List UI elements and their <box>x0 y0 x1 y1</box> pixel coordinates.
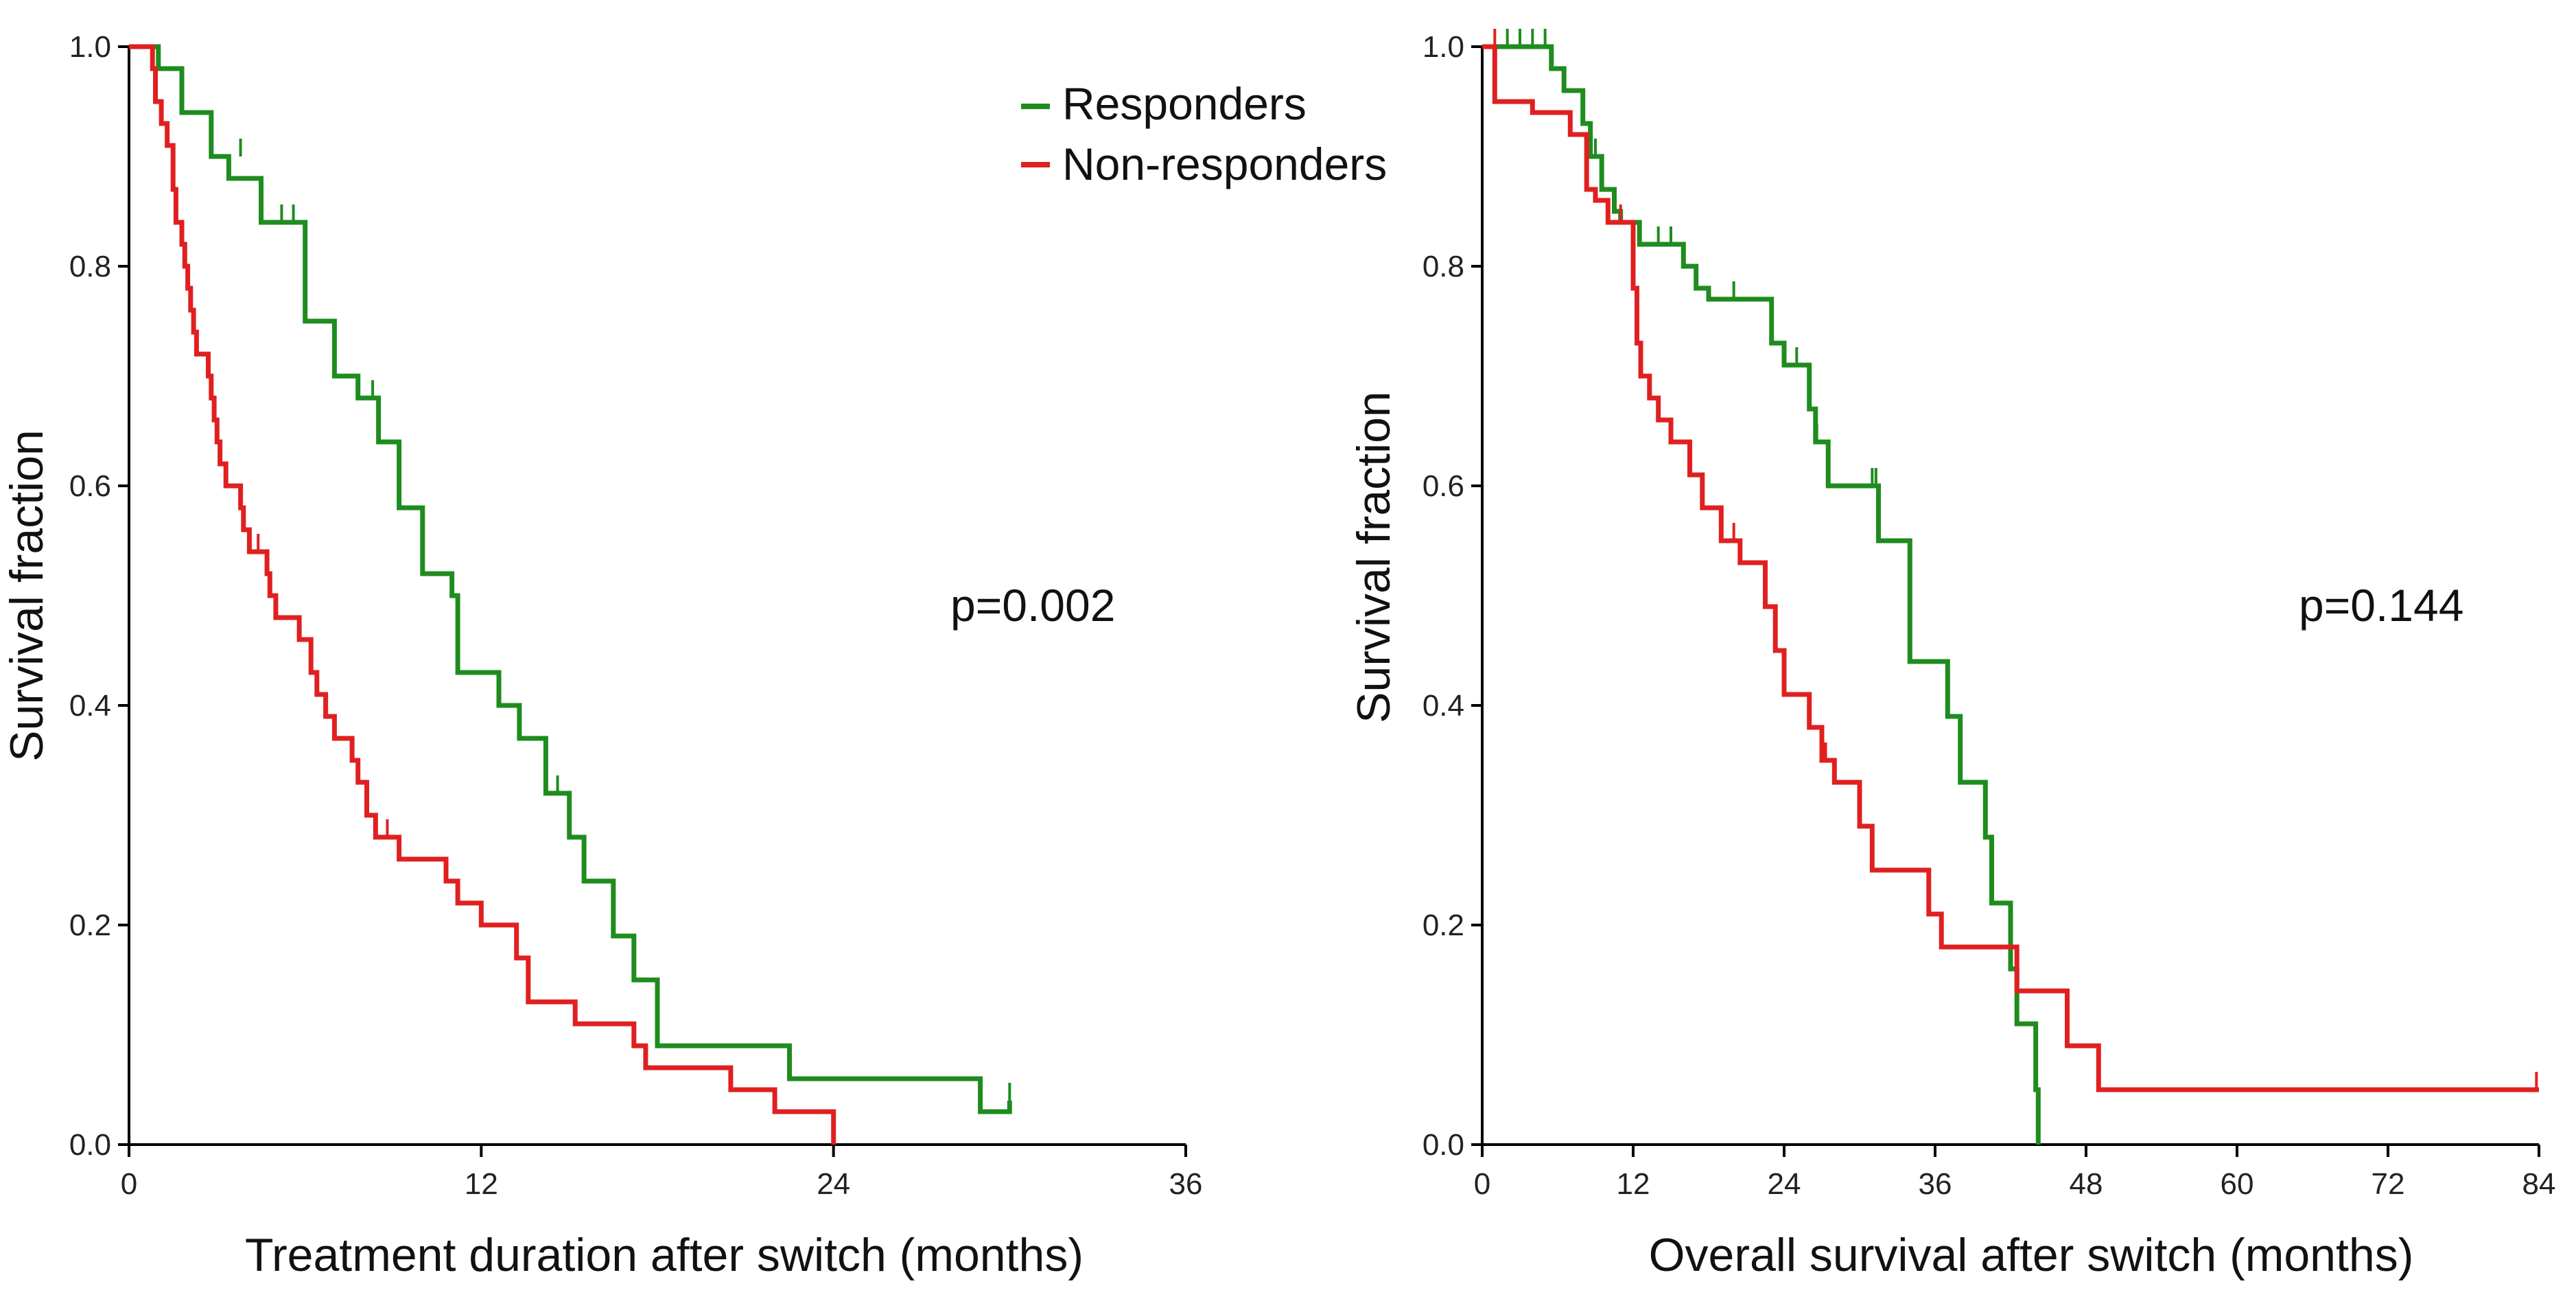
x-tick-label: 48 <box>2070 1167 2103 1201</box>
curve-non-responders <box>1482 44 2539 1092</box>
x-tick-label: 24 <box>1768 1167 1801 1201</box>
y-tick-label: 0.4 <box>1422 689 1464 723</box>
y-tick-label: 0.2 <box>1422 909 1464 942</box>
x-tick-label: 60 <box>2221 1167 2254 1201</box>
y-tick-label: 0.2 <box>69 909 111 942</box>
y-tick-label: 0.0 <box>1422 1128 1464 1162</box>
x-tick-label: 12 <box>465 1167 498 1201</box>
y-tick-label: 0.8 <box>1422 250 1464 283</box>
p-value-annotation: p=0.002 <box>950 580 1115 631</box>
y-axis-label: Survival fraction <box>1 430 53 762</box>
p-value-annotation: p=0.144 <box>2299 580 2463 631</box>
curve-responders <box>129 44 1012 1114</box>
x-tick-label: 0 <box>121 1167 137 1201</box>
survival-curves <box>1482 29 2539 1145</box>
y-tick-label: 0.6 <box>69 469 111 503</box>
curve-responders <box>1482 44 2041 1145</box>
x-tick-label: 72 <box>2372 1167 2405 1201</box>
x-tick-label: 24 <box>817 1167 850 1201</box>
axis-ticks: 0 12 24 36 48 60 72 84 0.0 0.2 0.4 0.6 0.8 1.0 <box>1422 30 2556 1201</box>
x-tick-label: 12 <box>1617 1167 1650 1201</box>
legend: Responders Non-responders <box>1021 78 1387 189</box>
legend-label-responders: Responders <box>1062 78 1307 129</box>
y-tick-label: 0.4 <box>69 689 111 723</box>
legend-label-non-responders: Non-responders <box>1062 139 1387 189</box>
x-tick-label: 36 <box>1919 1167 1952 1201</box>
overall-survival-plot: 0 12 24 36 48 60 72 84 0.0 0.2 0.4 0.6 0.8 1.0 Surviv… <box>1348 29 2555 1281</box>
axis-ticks: 0 12 24 36 0.0 0.2 0.4 0.6 0.8 1.0 <box>69 30 1203 1201</box>
curve-non-responders <box>129 44 836 1145</box>
y-tick-label: 0.0 <box>69 1128 111 1162</box>
x-tick-label: 36 <box>1169 1167 1203 1201</box>
x-axis-label: Treatment duration after switch (months) <box>245 1229 1084 1281</box>
treatment-duration-plot: 0 12 24 36 0.0 0.2 0.4 0.6 0.8 1.0 Survival fract… <box>1 30 1387 1281</box>
x-axis-label: Overall survival after switch (months) <box>1649 1229 2414 1281</box>
x-tick-label: 0 <box>1474 1167 1490 1201</box>
survival-curves <box>129 44 1012 1145</box>
y-tick-label: 0.8 <box>69 250 111 283</box>
y-tick-label: 1.0 <box>1422 30 1464 64</box>
y-tick-label: 0.6 <box>1422 469 1464 503</box>
y-axis-label: Survival fraction <box>1348 391 1400 723</box>
y-tick-label: 1.0 <box>69 30 111 64</box>
x-tick-label: 84 <box>2522 1167 2556 1201</box>
